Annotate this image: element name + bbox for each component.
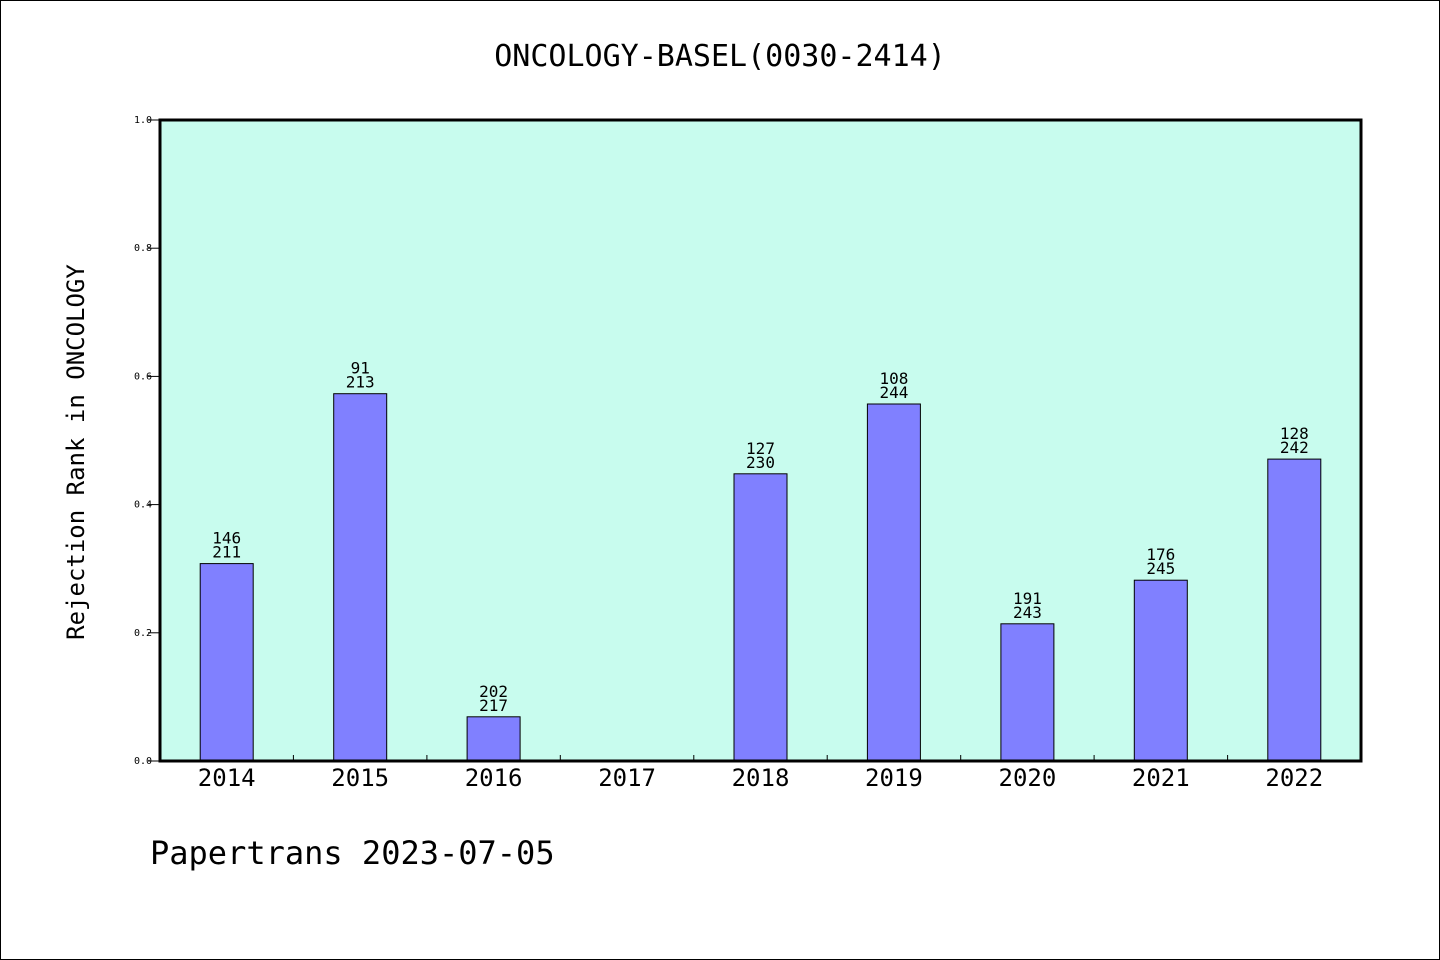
bar-label-bottom-2015: 213 xyxy=(346,373,375,392)
bar-label-top-2015: 91 xyxy=(351,359,370,378)
bar-label-top-2019: 108 xyxy=(879,369,908,388)
bar-label-bottom-2018: 230 xyxy=(746,453,775,472)
bar-label-bottom-2022: 242 xyxy=(1280,438,1309,457)
y-tick-label: 0.8 xyxy=(134,243,152,254)
x-tick-label-2015: 2015 xyxy=(331,764,389,792)
y-tick-label: 1.0 xyxy=(134,115,152,126)
bar-label-top-2021: 176 xyxy=(1146,545,1175,564)
bar-labels-group: 1462119121320221712723010824419124317624… xyxy=(212,359,1309,715)
y-tick-label: 0.0 xyxy=(134,756,152,767)
bars-group xyxy=(199,393,1322,762)
x-tick-label-2020: 2020 xyxy=(999,764,1057,792)
x-tick-label-2022: 2022 xyxy=(1265,764,1323,792)
x-tick-label-2019: 2019 xyxy=(865,764,923,792)
y-tick-label: 0.4 xyxy=(134,500,152,511)
bar-label-bottom-2016: 217 xyxy=(479,696,508,715)
plot-border xyxy=(158,118,1363,763)
x-tick-label-2014: 2014 xyxy=(198,764,256,792)
bar-2015 xyxy=(333,393,388,762)
bar-label-top-2014: 146 xyxy=(212,529,241,548)
bar-label-top-2016: 202 xyxy=(479,682,508,701)
bar-2019 xyxy=(866,403,921,762)
bar-label-top-2020: 191 xyxy=(1013,589,1042,608)
bar-label-bottom-2020: 243 xyxy=(1013,603,1042,622)
chart-title: ONCOLOGY-BASEL(0030-2414) xyxy=(494,39,946,74)
bar-label-bottom-2021: 245 xyxy=(1146,559,1175,578)
bar-label-bottom-2019: 244 xyxy=(879,383,908,402)
bar-label-bottom-2014: 211 xyxy=(212,543,241,562)
y-tick-label: 0.6 xyxy=(134,371,152,382)
x-tick-label-2018: 2018 xyxy=(732,764,790,792)
bar-label-top-2018: 127 xyxy=(746,439,775,458)
x-tick-label-2017: 2017 xyxy=(598,764,656,792)
x-tick-label-2016: 2016 xyxy=(465,764,523,792)
bar-2020 xyxy=(1000,623,1055,762)
bar-2018 xyxy=(733,473,788,762)
bar-2016 xyxy=(466,716,521,762)
y-axis: 0.0 0.2 0.4 0.6 0.8 1.0 xyxy=(134,115,160,767)
bar-2021 xyxy=(1133,579,1188,762)
footer-text: Papertrans 2023-07-05 xyxy=(150,834,555,872)
bar-2014 xyxy=(199,563,254,762)
x-tick-label-2021: 2021 xyxy=(1132,764,1190,792)
bar-2022 xyxy=(1267,458,1322,762)
y-tick-label: 0.2 xyxy=(134,628,152,639)
y-axis-label: Rejection Rank in ONCOLOGY xyxy=(62,264,90,640)
x-axis: 2014 2015 2016 2017 2018 2019 2020 2021 2022 xyxy=(198,755,1323,792)
bar-label-top-2022: 128 xyxy=(1280,424,1309,443)
